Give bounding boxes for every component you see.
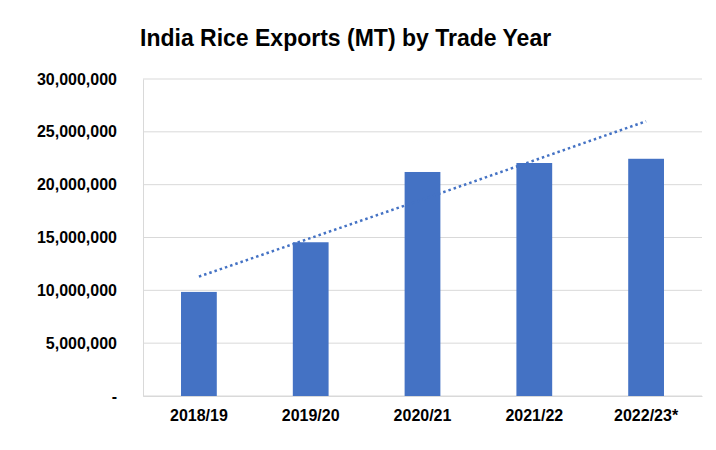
bar (628, 159, 664, 396)
trend-line (199, 121, 646, 276)
bar (516, 163, 552, 396)
y-tick-label: 15,000,000 (37, 229, 117, 246)
x-tick-label: 2018/19 (170, 407, 228, 424)
x-tick-label: 2020/21 (394, 407, 452, 424)
x-tick: 2018/19 (170, 396, 228, 424)
y-tick: 10,000,000 (37, 282, 143, 299)
title: India Rice Exports (MT) by Trade Year (140, 25, 551, 51)
y-tick-label: 20,000,000 (37, 176, 117, 193)
y-tick-label: 25,000,000 (37, 123, 117, 140)
y-tick: 5,000,000 (46, 335, 143, 352)
grid (143, 79, 702, 396)
bar (293, 242, 329, 396)
x-axis-line (144, 396, 703, 397)
y-tick-label: - (112, 388, 117, 405)
grid-line (143, 131, 702, 132)
y-tick: 15,000,000 (37, 229, 143, 246)
plot: - 5,000,000 10,000,000 15,000,000 20,000,000… (37, 71, 703, 425)
y-tick-label: 30,000,000 (37, 71, 117, 88)
y-tick: 25,000,000 (37, 123, 143, 140)
x-tick: 2022/23* (614, 396, 679, 424)
background (0, 0, 716, 450)
bar (405, 172, 441, 396)
x-axis: 2018/19 2019/20 2020/21 2021/22 2022/23* (144, 396, 703, 424)
y-tick: - (112, 388, 143, 405)
x-tick: 2020/21 (394, 396, 452, 424)
y-tick: 30,000,000 (37, 71, 143, 88)
bar-series (181, 159, 664, 396)
x-tick-label: 2022/23* (614, 407, 679, 424)
marks (181, 121, 664, 396)
y-axis: - 5,000,000 10,000,000 15,000,000 20,000,000… (37, 71, 144, 405)
chart: India Rice Exports (MT) by Trade Year - 5,… (0, 0, 716, 450)
x-tick-label: 2019/20 (282, 407, 340, 424)
y-axis-line (143, 80, 144, 397)
x-tick: 2021/22 (505, 396, 563, 424)
x-tick: 2019/20 (282, 396, 340, 424)
y-tick-label: 5,000,000 (46, 335, 117, 352)
y-tick-label: 10,000,000 (37, 282, 117, 299)
bar (181, 292, 217, 396)
grid-line (143, 79, 702, 80)
y-tick: 20,000,000 (37, 176, 143, 193)
x-tick-label: 2021/22 (505, 407, 563, 424)
